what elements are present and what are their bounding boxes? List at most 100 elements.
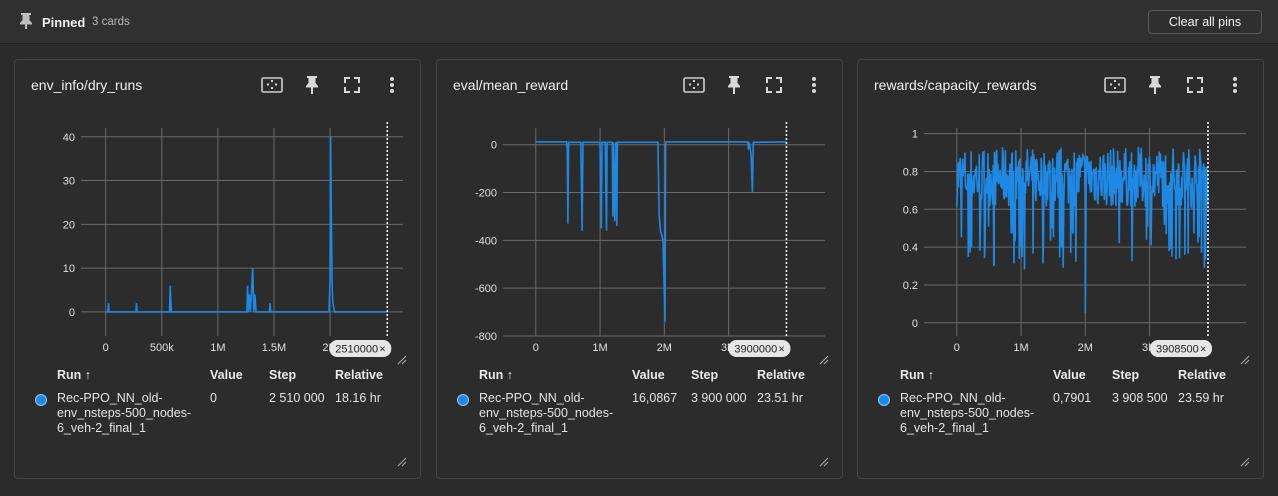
x-tick-label: 0 [954, 342, 960, 354]
fit-domain-icon[interactable] [682, 73, 706, 97]
clear-all-pins-button[interactable]: Clear all pins [1148, 10, 1262, 34]
run-relative: 23.51 hr [757, 391, 803, 405]
card-title: rewards/capacity_rewards [874, 77, 1037, 93]
card-toolbar [1103, 73, 1263, 97]
y-tick-label: -200 [475, 188, 497, 200]
resize-handle-icon[interactable] [397, 454, 407, 467]
run-value: 0 [210, 391, 217, 405]
pin-icon[interactable] [722, 73, 746, 97]
resize-handle-icon[interactable] [1240, 352, 1250, 365]
x-tick-label: 0 [533, 342, 539, 354]
series-line [535, 141, 787, 322]
run-value: 16,0867 [632, 391, 678, 405]
y-tick-label: 0.8 [903, 166, 918, 178]
y-tick-label: -400 [475, 235, 497, 247]
pinned-header: Pinned 3 cards Clear all pins [0, 0, 1278, 44]
run-color-dot[interactable] [878, 394, 890, 406]
y-tick-label: 40 [63, 132, 75, 144]
x-tick-label: 1M [1013, 342, 1028, 354]
y-tick-label: 0 [69, 307, 75, 319]
close-icon: × [778, 344, 784, 356]
x-tick-label: 0 [103, 342, 109, 354]
card-toolbar [682, 73, 842, 97]
card-title: env_info/dry_runs [31, 77, 143, 93]
step-badge [728, 340, 791, 357]
more-vert-icon[interactable] [380, 73, 404, 97]
step-badge-label: 3900000 [734, 344, 777, 356]
fullscreen-icon[interactable] [762, 73, 786, 97]
run-name: Rec-PPO_NN_old-env_nsteps-500_nodes-6_ve… [900, 391, 1035, 435]
close-icon: × [1200, 344, 1206, 356]
col-value-header[interactable]: Value [632, 368, 665, 382]
resize-handle-icon[interactable] [819, 454, 829, 467]
run-name: Rec-PPO_NN_old-env_nsteps-500_nodes-6_ve… [57, 391, 192, 435]
y-tick-label: 0.6 [903, 204, 918, 216]
run-value: 0,7901 [1053, 391, 1092, 405]
col-relative-header[interactable]: Relative [1178, 368, 1226, 382]
resize-handle-icon[interactable] [819, 352, 829, 365]
col-step-header[interactable]: Step [269, 368, 297, 382]
series-line [956, 146, 1209, 314]
series-line [105, 136, 388, 313]
step-badge-label: 3908500 [1156, 344, 1199, 356]
fullscreen-icon[interactable] [1183, 73, 1207, 97]
x-tick-label: 2M [1078, 342, 1093, 354]
resize-handle-icon[interactable] [1240, 454, 1250, 467]
pinned-card: env_info/dry_runs0102030400500k1M1.5M2M2… [14, 59, 421, 479]
col-step-header[interactable]: Step [691, 368, 719, 382]
fit-domain-icon[interactable] [260, 73, 284, 97]
x-tick-label: 1M [592, 342, 607, 354]
pinned-title: Pinned [42, 15, 86, 30]
line-chart[interactable]: 0-200-400-600-80001M2M3M3900000× [437, 106, 844, 358]
pinned-count: 3 cards [92, 16, 130, 28]
run-step: 3 908 500 [1112, 391, 1168, 405]
pin-icon [20, 13, 32, 29]
pin-icon[interactable] [300, 73, 324, 97]
x-tick-label: 1M [210, 342, 225, 354]
y-tick-label: 0.4 [903, 242, 918, 254]
run-color-dot[interactable] [457, 394, 469, 406]
y-tick-label: 10 [63, 263, 75, 275]
pin-icon[interactable] [1143, 73, 1167, 97]
fit-domain-icon[interactable] [1103, 73, 1127, 97]
fullscreen-icon[interactable] [340, 73, 364, 97]
y-tick-label: 20 [63, 219, 75, 231]
col-run-header[interactable]: Run ↑ [900, 368, 935, 382]
y-tick-label: -800 [475, 331, 497, 343]
y-tick-label: 0 [912, 318, 918, 330]
run-relative: 18.16 hr [335, 391, 381, 405]
y-tick-label: 1 [912, 129, 918, 141]
more-vert-icon[interactable] [802, 73, 826, 97]
x-tick-label: 1.5M [262, 342, 286, 354]
x-tick-label: 500k [150, 342, 174, 354]
col-relative-header[interactable]: Relative [335, 368, 383, 382]
step-badge-label: 2510000 [335, 344, 378, 356]
col-step-header[interactable]: Step [1112, 368, 1140, 382]
run-color-dot[interactable] [35, 394, 47, 406]
y-tick-label: 0.2 [903, 280, 918, 292]
pinned-card: eval/mean_reward0-200-400-600-80001M2M3M… [436, 59, 843, 479]
more-vert-icon[interactable] [1223, 73, 1247, 97]
card-title: eval/mean_reward [453, 77, 569, 93]
run-relative: 23.59 hr [1178, 391, 1224, 405]
col-value-header[interactable]: Value [1053, 368, 1086, 382]
run-step: 3 900 000 [691, 391, 747, 405]
resize-handle-icon[interactable] [397, 352, 407, 365]
col-value-header[interactable]: Value [210, 368, 243, 382]
step-badge [329, 340, 392, 357]
y-tick-label: -600 [475, 283, 497, 295]
x-tick-label: 2M [657, 342, 672, 354]
step-badge [1149, 340, 1212, 357]
run-name: Rec-PPO_NN_old-env_nsteps-500_nodes-6_ve… [479, 391, 614, 435]
y-tick-label: 30 [63, 176, 75, 188]
col-run-header[interactable]: Run ↑ [479, 368, 514, 382]
card-toolbar [260, 73, 420, 97]
pinned-card: rewards/capacity_rewards 0 0.2 0.4 0.6 0.8 1 0 1… [857, 59, 1264, 479]
y-tick-label: 0 [491, 140, 497, 152]
run-step: 2 510 000 [269, 391, 325, 405]
col-relative-header[interactable]: Relative [757, 368, 805, 382]
close-icon: × [379, 344, 385, 356]
col-run-header[interactable]: Run ↑ [57, 368, 92, 382]
